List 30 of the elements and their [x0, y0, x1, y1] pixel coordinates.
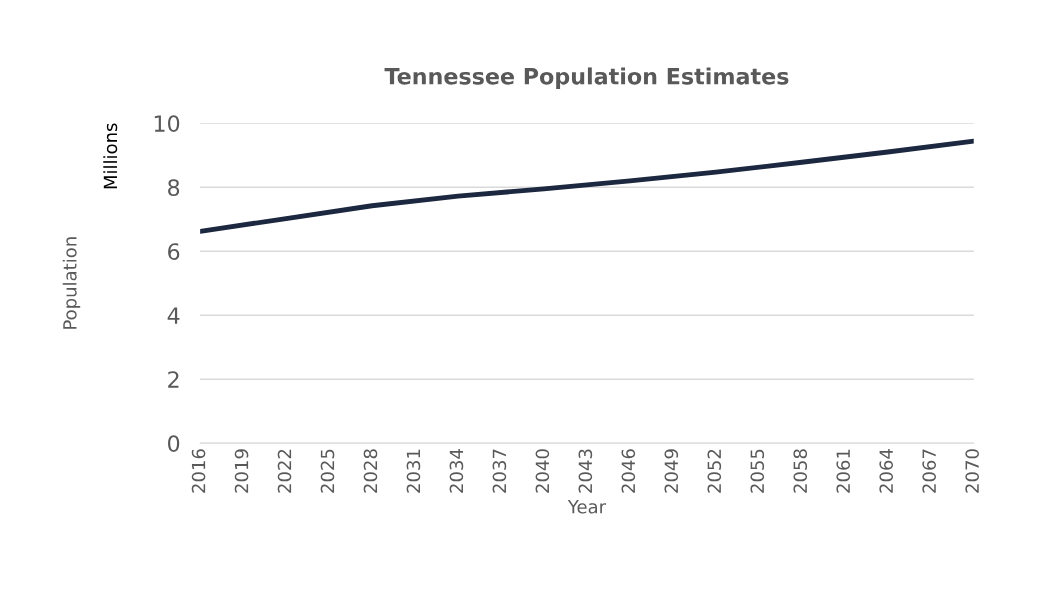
text: Millions [103, 123, 118, 189]
y-tick-label: 8 [168, 179, 180, 196]
y-tick-label: 4 [167, 307, 180, 324]
y-tick-label: 2 [168, 371, 179, 388]
x-tick-label: 2034 [449, 449, 464, 493]
x-tick-label: 2046 [621, 449, 636, 493]
x-tick-label: 2061 [836, 449, 851, 493]
x-axis-title: Year [567, 500, 607, 514]
x-tick-label: 2043 [578, 449, 593, 493]
x-tick-label: 2058 [793, 449, 808, 493]
x-tick-label: 2019 [234, 449, 249, 493]
x-tick-label: 2022 [277, 449, 292, 493]
line-series [200, 138, 974, 234]
x-tick-label: 2031 [406, 449, 421, 493]
x-tick-label: 2028 [363, 449, 378, 493]
chart-title: Tennessee Population Estimates [384, 67, 789, 89]
y-tick-label: 10 [154, 115, 180, 132]
x-tick-label: 2025 [320, 449, 335, 493]
x-tick-label: 2070 [965, 449, 979, 493]
y-tick-label: 6 [168, 243, 180, 260]
y-tick-label: 0 [168, 435, 180, 452]
x-tick-label: 2067 [922, 449, 936, 493]
x-tick-label: 2016 [191, 449, 206, 493]
y-axis-title: Population [62, 237, 81, 329]
x-tick-label: 2049 [664, 449, 679, 493]
x-tick-label: 2040 [535, 449, 550, 493]
x-tick-label: 2052 [707, 449, 722, 493]
x-tick-label: 2055 [750, 449, 765, 493]
x-tick-label: 2064 [879, 449, 894, 493]
x-tick-label: 2037 [492, 449, 507, 493]
